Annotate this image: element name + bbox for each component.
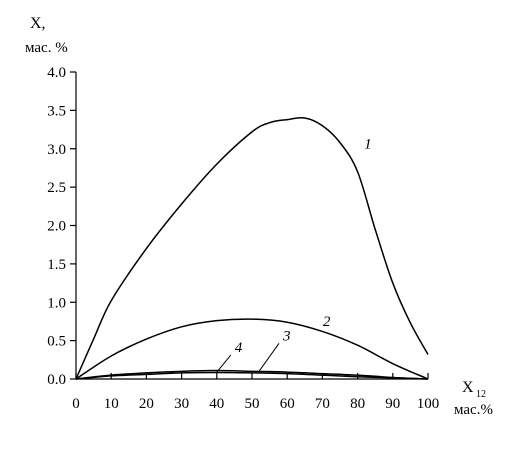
x-tick-label: 50 [245,396,260,412]
x-tick-label: 90 [385,396,400,412]
curve-label-4: 4 [235,340,243,356]
y-tick-label: 3.0 [47,142,66,158]
x-tick-label: 30 [174,396,189,412]
x-tick-label: 40 [209,396,224,412]
curve-label-3: 3 [282,328,291,344]
x-axis-unit: мас.% [454,402,493,418]
y-tick-label: 0.5 [47,334,66,350]
curve-label-2: 2 [323,314,331,330]
axes [75,72,428,380]
curve-labels: 1 2 3 4 [216,137,372,373]
y-ticks: 0.0 0.5 1.0 1.5 2.0 2.5 3.0 3.5 4.0 [47,65,76,388]
x-axis-title-subscript: 12 [476,389,486,400]
series-lines [75,117,429,380]
series-line-2 [75,318,429,380]
x-ticks: 0 10 20 30 40 50 60 70 80 90 100 [72,373,439,412]
y-axis-title: X, [30,15,46,32]
y-tick-label: 4.0 [47,65,66,81]
x-tick-label: 60 [280,396,295,412]
x-tick-label: 20 [139,396,154,412]
curve-label-leader-4 [216,354,232,373]
y-tick-label: 2.0 [47,219,66,235]
x-tick-label: 10 [104,396,119,412]
x-tick-label: 70 [315,396,330,412]
y-axis-unit: мас. % [25,40,68,56]
x-axis-title: X [462,379,474,396]
series-line-3 [75,369,429,380]
y-tick-label: 2.5 [47,180,66,196]
y-tick-label: 1.0 [47,295,66,311]
series-line-1 [75,117,429,380]
x-tick-label: 80 [350,396,365,412]
y-tick-label: 0.0 [47,372,66,388]
curve-label-leader-3 [258,343,280,372]
y-tick-label: 3.5 [47,103,66,119]
y-tick-label: 1.5 [47,257,66,273]
series-line-4 [75,371,429,380]
curve-label-1: 1 [364,137,372,153]
x-tick-label: 100 [417,396,440,412]
x-tick-label: 0 [72,396,80,412]
